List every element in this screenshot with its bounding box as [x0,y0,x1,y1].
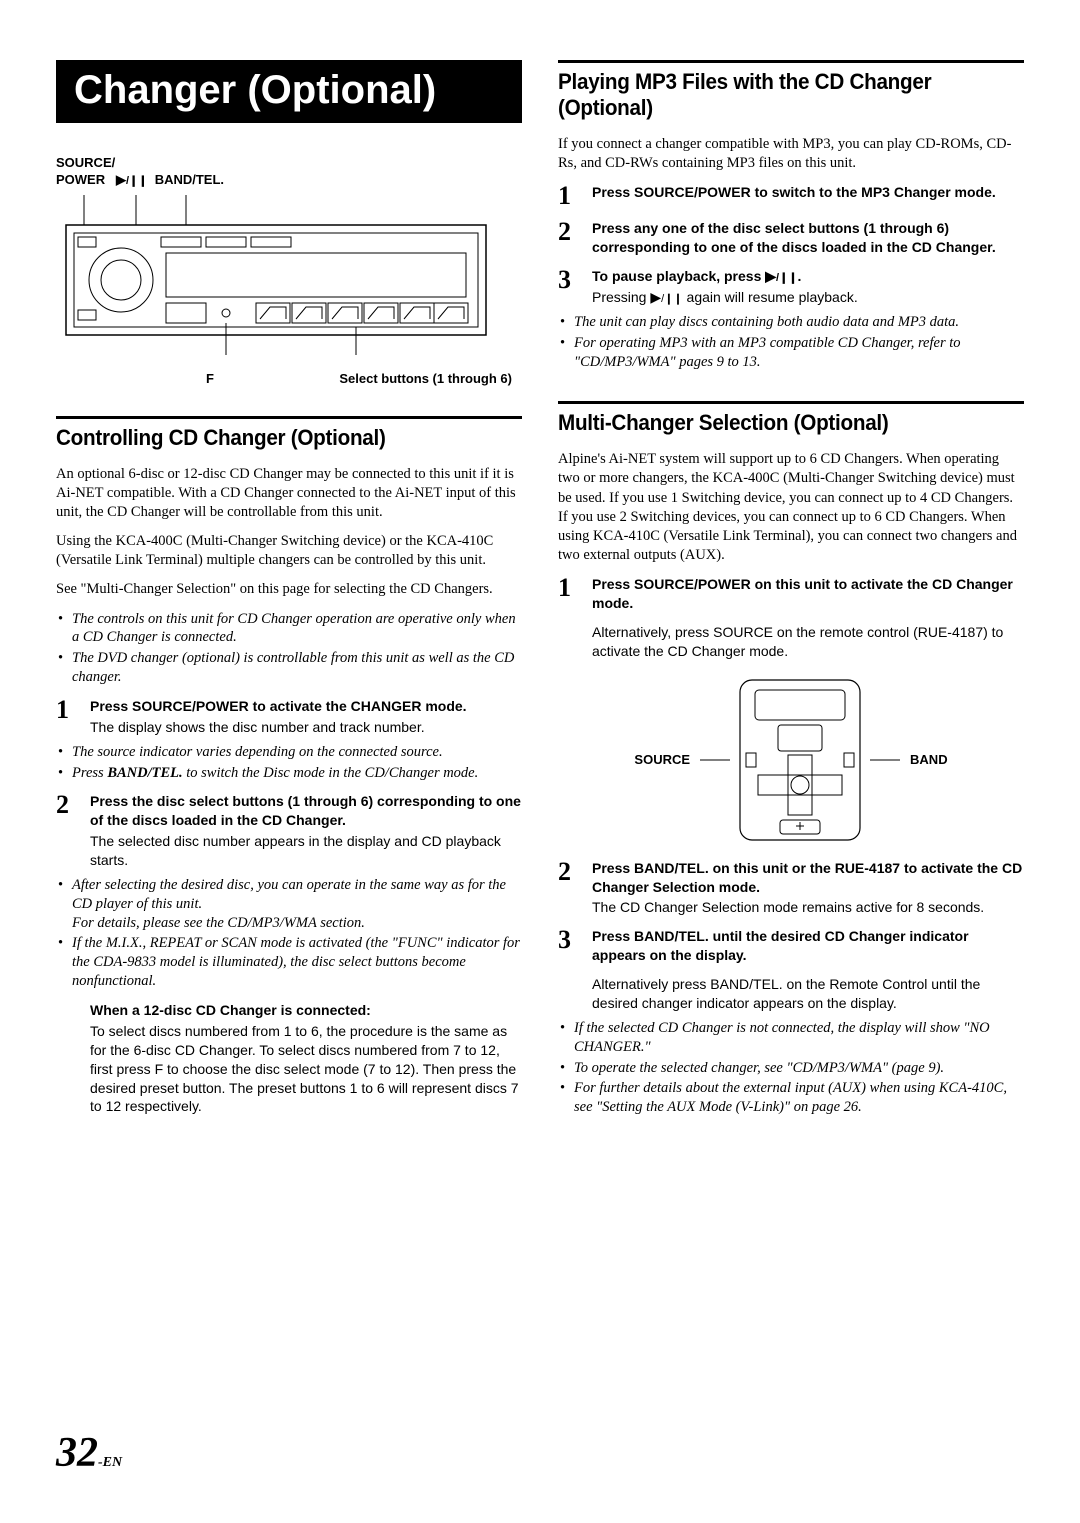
note-item: The unit can play discs containing both … [558,313,1024,332]
para-controlling-3: See "Multi-Changer Selection" on this pa… [56,580,522,599]
section-title-controlling: Controlling CD Changer (Optional) [56,425,494,451]
step-head: Press BAND/TEL. on this unit or the RUE-… [592,859,1024,897]
step-number: 1 [56,697,78,737]
step-number: 1 [558,183,580,209]
diagram-caption-row: F Select buttons (1 through 6) [56,365,522,386]
step-number: 3 [558,927,580,1013]
multi-step-2: 2 Press BAND/TEL. on this unit or the RU… [558,859,1024,918]
caption-select-buttons: Select buttons (1 through 6) [339,371,512,386]
step-body: Press SOURCE/POWER to activate the CHANG… [90,697,522,737]
section-rule [558,60,1024,63]
page-number: 32-EN [56,1429,122,1477]
step-number: 2 [558,859,580,918]
note-item: If the M.I.X., REPEAT or SCAN mode is ac… [56,934,522,991]
mp3-step-2: 2 Press any one of the disc select butto… [558,219,1024,257]
step-number: 2 [558,219,580,257]
note-item: To operate the selected changer, see "CD… [558,1059,1024,1078]
section-title-mp3: Playing MP3 Files with the CD Changer (O… [558,69,996,121]
para-controlling-2: Using the KCA-400C (Multi-Changer Switch… [56,532,522,570]
step-body: Press BAND/TEL. on this unit or the RUE-… [592,859,1024,918]
mp3-step-1: 1 Press SOURCE/POWER to switch to the MP… [558,183,1024,209]
multi-notes: If the selected CD Changer is not connec… [558,1019,1024,1117]
notes-list-1: The controls on this unit for CD Changer… [56,610,522,687]
mp3-step-3: 3 To pause playback, press ▶/❙❙. Pressin… [558,267,1024,307]
twelve-disc-body: To select discs numbered from 1 to 6, th… [90,1022,522,1116]
head-unit-svg [56,195,496,365]
notes-list-2: The source indicator varies depending on… [56,743,522,783]
note-item: The source indicator varies depending on… [56,743,522,762]
play-pause-icon: ▶/❙❙ [765,268,797,284]
head-unit-diagram: F Select buttons (1 through 6) [56,195,522,386]
chapter-banner: Changer (Optional) [56,60,522,123]
left-column: Changer (Optional) SOURCE/ POWER ▶/❙❙ BA… [56,60,522,1127]
step-number: 1 [558,575,580,661]
step-head: Press the disc select buttons (1 through… [90,792,522,830]
step-head: Press SOURCE/POWER to activate the CHANG… [90,697,522,716]
play-pause-icon: ▶/❙❙ [650,289,682,305]
section-rule [558,401,1024,404]
remote-svg [700,675,900,845]
para-multi: Alpine's Ai-NET system will support up t… [558,450,1024,565]
step-head: Press any one of the disc select buttons… [592,219,1024,257]
right-column: Playing MP3 Files with the CD Changer (O… [558,60,1024,1127]
section-rule [56,416,522,419]
step-head: Press BAND/TEL. until the desired CD Cha… [592,927,1024,965]
page-number-suffix: -EN [98,1455,122,1470]
step-body: Press BAND/TEL. until the desired CD Cha… [592,927,1024,1013]
note-item: The DVD changer (optional) is controllab… [56,649,522,687]
remote-band-label: BAND [910,752,948,767]
note-item: After selecting the desired disc, you ca… [56,876,522,933]
multi-step-3: 3 Press BAND/TEL. until the desired CD C… [558,927,1024,1013]
step-number: 2 [56,792,78,870]
source-label-line2: POWER [56,172,105,187]
step-head: To pause playback, press ▶/❙❙. [592,267,1024,286]
para-mp3: If you connect a changer compatible with… [558,135,1024,173]
band-tel-label: BAND/TEL. [155,172,224,187]
play-pause-icon: ▶/❙❙ [116,172,148,187]
remote-diagram-row: SOURCE BAND [558,675,1024,845]
section-title-multi: Multi-Changer Selection (Optional) [558,410,996,436]
step-number: 3 [558,267,580,307]
head-unit-top-labels: SOURCE/ POWER ▶/❙❙ BAND/TEL. [56,155,522,189]
caption-f: F [206,371,214,386]
note-item: The controls on this unit for CD Changer… [56,610,522,648]
twelve-disc-block: When a 12-disc CD Changer is connected: … [90,1001,522,1116]
step-sub: Pressing ▶/❙❙ again will resume playback… [592,288,1024,307]
step-head: Press SOURCE/POWER to switch to the MP3 … [592,183,1024,209]
note-item: For further details about the external i… [558,1079,1024,1117]
remote-source-label: SOURCE [634,752,690,767]
two-column-layout: Changer (Optional) SOURCE/ POWER ▶/❙❙ BA… [56,60,1024,1127]
step-sub: Alternatively, press SOURCE on the remot… [592,623,1024,661]
notes-list-3: After selecting the desired disc, you ca… [56,876,522,991]
step-sub: The selected disc number appears in the … [90,832,522,870]
step-body: Press the disc select buttons (1 through… [90,792,522,870]
step-1: 1 Press SOURCE/POWER to activate the CHA… [56,697,522,737]
note-item: If the selected CD Changer is not connec… [558,1019,1024,1057]
note-item: For operating MP3 with an MP3 compatible… [558,334,1024,372]
step-sub: Alternatively press BAND/TEL. on the Rem… [592,975,1024,1013]
step-sub: The display shows the disc number and tr… [90,718,522,737]
mp3-notes: The unit can play discs containing both … [558,313,1024,372]
twelve-disc-head: When a 12-disc CD Changer is connected: [90,1001,522,1020]
multi-step-1: 1 Press SOURCE/POWER on this unit to act… [558,575,1024,661]
step-sub: The CD Changer Selection mode remains ac… [592,898,1024,917]
step-body: To pause playback, press ▶/❙❙. Pressing … [592,267,1024,307]
step-2: 2 Press the disc select buttons (1 throu… [56,792,522,870]
step-body: Press SOURCE/POWER on this unit to activ… [592,575,1024,661]
page-number-value: 32 [56,1430,98,1476]
para-controlling-1: An optional 6-disc or 12-disc CD Changer… [56,465,522,522]
note-item: Press BAND/TEL. to switch the Disc mode … [56,764,522,783]
source-label-line1: SOURCE/ [56,155,115,170]
step-head: Press SOURCE/POWER on this unit to activ… [592,575,1024,613]
